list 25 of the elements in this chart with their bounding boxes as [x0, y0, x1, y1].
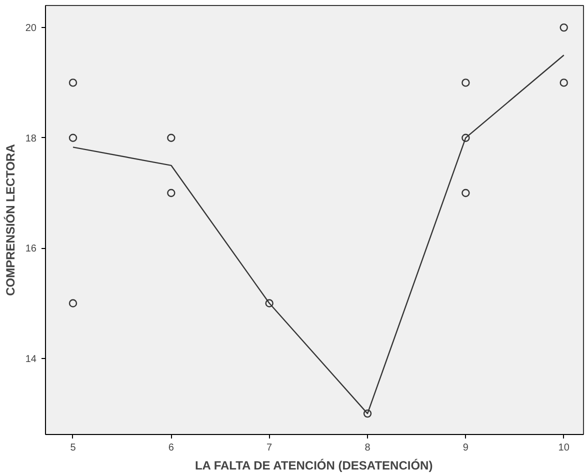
point [167, 134, 176, 142]
y-tick-label: 20 [25, 23, 37, 34]
y-tick-label: 18 [25, 133, 37, 144]
y-axis-title: COMPRENSIÓN LECTORA [3, 144, 18, 296]
x-tick-label: 9 [462, 442, 469, 454]
x-tick-label: 7 [266, 442, 273, 454]
point [560, 23, 568, 32]
point [68, 78, 78, 87]
point [68, 299, 78, 308]
x-tick-label: 10 [558, 442, 570, 454]
point [167, 188, 176, 198]
x-axis-title: LA FALTA DE ATENCIÓN (DESATENCIÓN) [194, 458, 433, 472]
x-tick-label: 6 [168, 442, 174, 454]
point [363, 409, 372, 418]
y-tick-label: 14 [25, 354, 37, 365]
y-tick-label: 16 [25, 244, 37, 255]
point [462, 134, 470, 142]
point [462, 78, 470, 87]
point [560, 78, 568, 87]
line-series [72, 54, 564, 414]
point [462, 188, 470, 198]
point [265, 299, 274, 308]
point [68, 134, 78, 142]
x-tick-label: 8 [364, 442, 371, 454]
x-tick-label: 5 [70, 442, 76, 454]
